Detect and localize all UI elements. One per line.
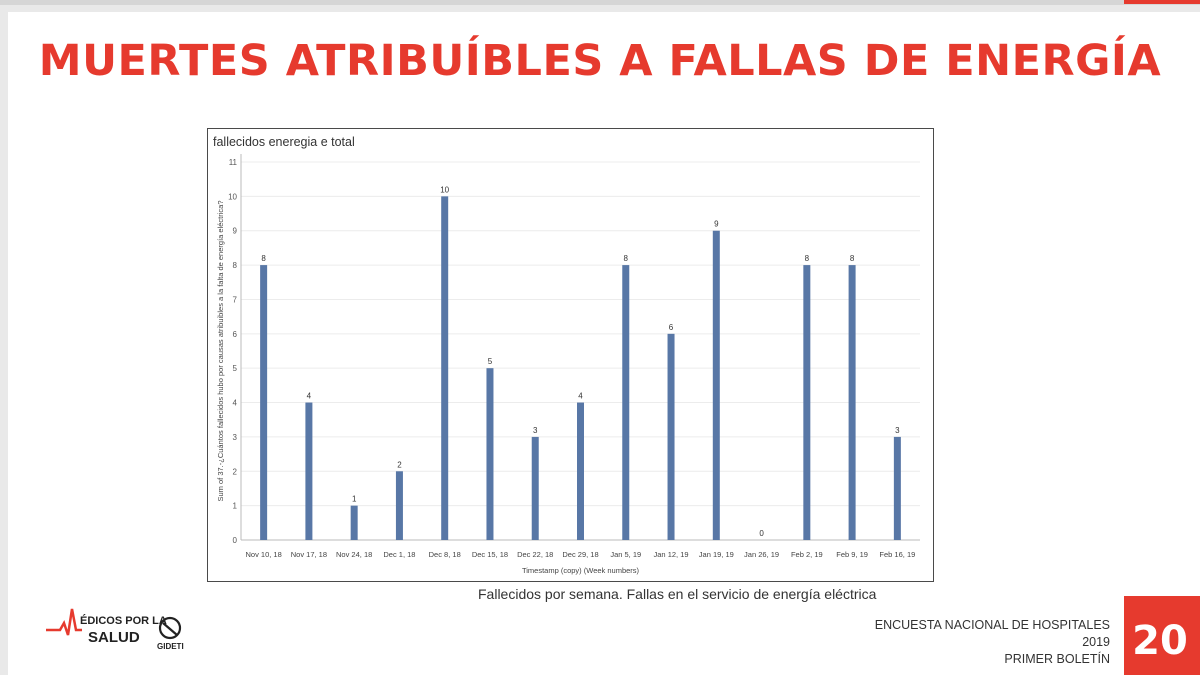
heartbeat-icon (46, 608, 82, 636)
bar-4 (441, 196, 449, 540)
bar-chart: 0 1 2 3 4 5 6 7 8 9 10 11 8 Nov 10, 18 4 Nov 17, 18 1 Nov… (216, 154, 920, 575)
medicos-por-la-salud-logo: ÉDICOS POR LA SALUD (46, 603, 167, 653)
bar-12 (803, 265, 811, 540)
x-tick-label-12: Feb 2, 19 (791, 550, 823, 559)
chart-title: fallecidos eneregia e total (213, 135, 355, 149)
y-tick-label-1: 1 (233, 502, 238, 511)
data-label-2: 1 (352, 495, 357, 504)
x-tick-label-8: Jan 5, 19 (610, 550, 641, 559)
data-label-4: 10 (440, 185, 449, 194)
mps-logo-text-line1: ÉDICOS POR LA (80, 615, 167, 627)
x-tick-label-11: Jan 26, 19 (744, 550, 779, 559)
data-label-5: 5 (488, 357, 493, 366)
bar-2 (350, 505, 358, 540)
bar-13 (848, 265, 856, 540)
x-tick-label-2: Nov 24, 18 (336, 550, 372, 559)
y-tick-label-7: 7 (233, 295, 238, 304)
bar-10 (712, 230, 720, 540)
x-tick-label-4: Dec 8, 18 (429, 550, 461, 559)
bar-9 (667, 333, 675, 540)
gideti-logo: GIDETI (155, 615, 195, 655)
x-tick-label-5: Dec 15, 18 (472, 550, 508, 559)
data-label-9: 6 (669, 323, 674, 332)
x-tick-label-0: Nov 10, 18 (245, 550, 281, 559)
data-label-10: 9 (714, 220, 719, 229)
x-axis-title: Timestamp (copy) (Week numbers) (522, 566, 640, 575)
data-label-8: 8 (624, 254, 629, 263)
data-label-12: 8 (805, 254, 810, 263)
page-number: 20 (1132, 618, 1188, 664)
top-strip (0, 0, 1200, 5)
page-number-box: 20 (1124, 596, 1200, 675)
bar-3 (395, 471, 403, 540)
data-label-7: 4 (578, 392, 583, 401)
x-tick-label-1: Nov 17, 18 (291, 550, 327, 559)
footer-text: ENCUESTA NACIONAL DE HOSPITALES 2019 PRI… (875, 617, 1110, 668)
y-tick-label-10: 10 (228, 192, 237, 201)
slide-title: MUERTES ATRIBUÍBLES A FALLAS DE ENERGÍA (38, 36, 1162, 86)
footer-line-bulletin: PRIMER BOLETÍN (1004, 652, 1110, 666)
y-tick-label-11: 11 (229, 158, 238, 167)
x-tick-label-10: Jan 19, 19 (699, 550, 734, 559)
x-tick-label-9: Jan 12, 19 (654, 550, 689, 559)
y-tick-label-6: 6 (233, 330, 238, 339)
footer-line-year: 2019 (1082, 635, 1110, 649)
y-tick-label-9: 9 (233, 227, 238, 236)
bar-0 (260, 265, 268, 540)
chart-frame: fallecidos eneregia e total 0 1 2 3 4 5 6 7 8 9 10… (207, 128, 934, 582)
bar-7 (577, 402, 584, 540)
gideti-logo-text: GIDETI (157, 642, 184, 651)
data-label-0: 8 (261, 254, 266, 263)
x-tick-label-13: Feb 9, 19 (836, 550, 868, 559)
top-accent-bar (1124, 0, 1200, 4)
data-label-11: 0 (759, 529, 764, 538)
y-tick-label-3: 3 (233, 433, 238, 442)
y-tick-label-0: 0 (233, 536, 238, 545)
x-tick-label-3: Dec 1, 18 (383, 550, 415, 559)
bar-6 (531, 436, 539, 540)
bar-14 (893, 436, 901, 540)
bar-1 (305, 402, 313, 540)
gideti-emblem-icon (158, 616, 182, 640)
x-tick-label-14: Feb 16, 19 (879, 550, 915, 559)
y-tick-label-2: 2 (233, 467, 238, 476)
data-label-3: 2 (397, 460, 402, 469)
footer-line-survey: ENCUESTA NACIONAL DE HOSPITALES (874, 618, 1110, 632)
x-tick-label-6: Dec 22, 18 (517, 550, 553, 559)
bar-5 (486, 368, 494, 540)
data-label-1: 4 (307, 392, 312, 401)
chart-caption: Fallecidos por semana. Fallas en el serv… (478, 586, 877, 602)
y-tick-label-4: 4 (233, 399, 238, 408)
data-label-6: 3 (533, 426, 538, 435)
y-tick-label-5: 5 (233, 364, 238, 373)
mps-logo-text-line2: SALUD (88, 629, 140, 646)
x-tick-label-7: Dec 29, 18 (562, 550, 598, 559)
data-label-13: 8 (850, 254, 855, 263)
data-label-14: 3 (895, 426, 900, 435)
bar-8 (622, 265, 630, 540)
y-tick-label-8: 8 (233, 261, 238, 270)
y-axis-title: Sum of 37.-¿Cuántos fallecidos hubo por … (216, 200, 225, 501)
